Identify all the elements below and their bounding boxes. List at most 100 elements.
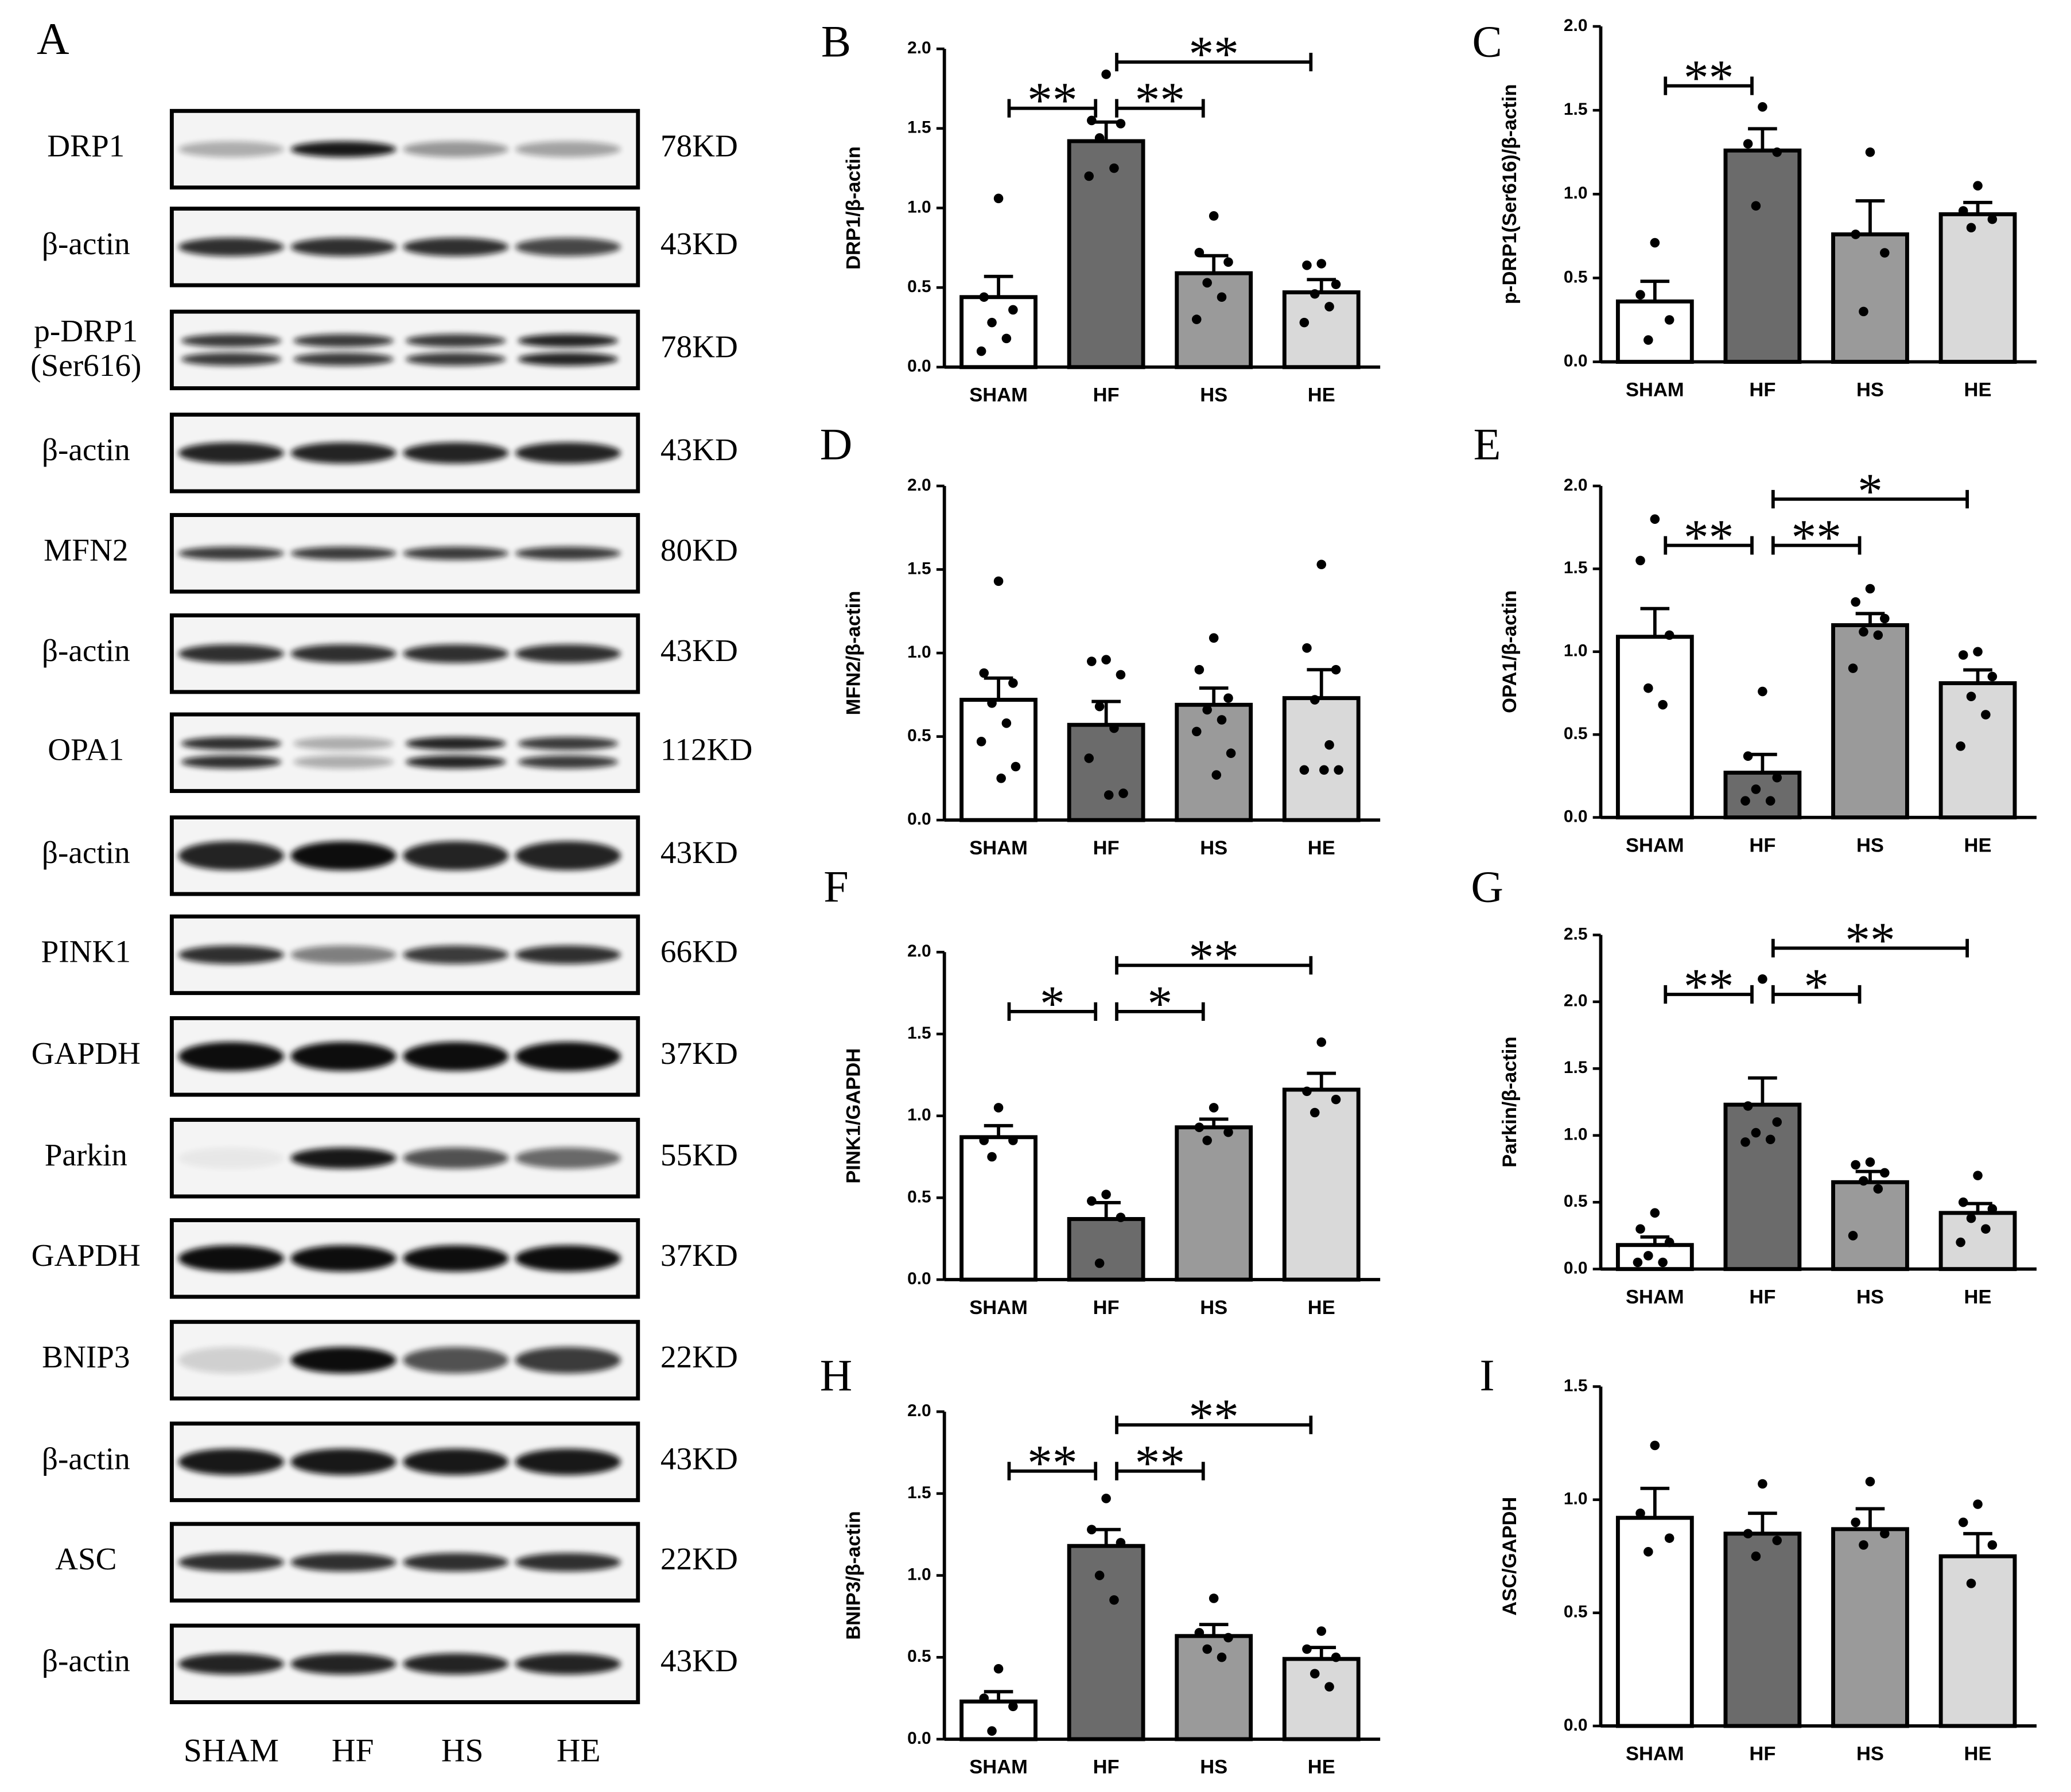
band — [403, 1653, 509, 1675]
data-point — [1643, 1547, 1653, 1557]
bar — [1723, 771, 1802, 820]
data-point — [1772, 1117, 1782, 1127]
data-point — [1087, 1196, 1097, 1206]
data-point — [996, 773, 1006, 783]
y-axis-label: p-DRP1(Ser616)/β-actin — [1499, 84, 1521, 305]
data-point — [1101, 1190, 1111, 1199]
band — [405, 352, 506, 366]
sig-label: ** — [1845, 912, 1895, 968]
data-point — [1958, 206, 1968, 216]
bar — [959, 1135, 1038, 1282]
data-point — [1302, 1086, 1312, 1097]
y-tick-label: 1.0 — [907, 1106, 931, 1125]
y-tick-label: 2.0 — [907, 942, 931, 961]
y-tick-label: 2.0 — [1564, 476, 1588, 495]
y-tick-label: 1.5 — [1564, 1376, 1588, 1395]
data-point — [1194, 664, 1204, 675]
data-point — [1109, 1595, 1119, 1605]
band — [178, 546, 285, 560]
band — [518, 334, 619, 348]
data-point — [1194, 247, 1204, 258]
bar — [1938, 1211, 2017, 1272]
data-point — [1658, 699, 1668, 710]
band — [518, 352, 619, 366]
sig-label: * — [1858, 463, 1883, 519]
data-point — [1987, 671, 1998, 682]
data-point — [1865, 1476, 1875, 1487]
data-point — [1310, 1669, 1320, 1679]
size-label: 37KD — [660, 1036, 738, 1071]
data-point — [1223, 1632, 1233, 1643]
data-point — [1981, 710, 1991, 720]
sig-label: ** — [1684, 510, 1734, 565]
band — [518, 755, 619, 769]
x-tick-label: SHAM — [1626, 1286, 1684, 1308]
protein-label: Parkin — [45, 1137, 127, 1172]
data-point — [1101, 69, 1111, 79]
x-tick-label: HE — [1308, 384, 1335, 406]
band — [515, 1347, 621, 1374]
data-point — [1001, 718, 1012, 728]
data-point — [1859, 306, 1868, 317]
data-point — [1217, 292, 1227, 302]
y-tick-label: 2.0 — [907, 1401, 931, 1420]
data-point — [1758, 1479, 1767, 1489]
data-point — [1772, 1536, 1782, 1545]
data-point — [987, 1726, 997, 1736]
protein-label: β-actin — [42, 835, 130, 870]
data-point — [1331, 1094, 1341, 1105]
data-point — [1217, 715, 1227, 725]
data-point — [1008, 678, 1018, 688]
band — [290, 841, 397, 870]
x-tick-label: HF — [1093, 1297, 1120, 1319]
band — [290, 1041, 397, 1071]
data-point — [1324, 302, 1334, 312]
data-point — [1202, 705, 1212, 715]
data-point — [1664, 1237, 1674, 1247]
panel-label: C — [1472, 17, 1502, 67]
band — [178, 1653, 285, 1675]
band — [290, 1245, 397, 1272]
data-point — [1008, 1136, 1018, 1145]
data-point — [1319, 765, 1329, 775]
data-point — [1299, 765, 1310, 775]
band — [178, 238, 285, 256]
data-point — [1209, 211, 1219, 221]
band — [403, 238, 509, 256]
y-tick-label: 0.0 — [1564, 807, 1588, 826]
data-point — [1116, 670, 1126, 680]
data-point — [1966, 223, 1976, 233]
band — [403, 1041, 509, 1071]
data-point — [1209, 1593, 1219, 1603]
data-point — [1973, 1499, 1983, 1509]
x-tick-label: HS — [1200, 1756, 1227, 1778]
band — [290, 1347, 397, 1374]
x-tick-label: HS — [1200, 1297, 1227, 1319]
data-point — [1226, 748, 1236, 759]
band — [403, 1448, 509, 1475]
data-point — [1104, 790, 1114, 800]
y-tick-label: 0.0 — [907, 357, 931, 376]
y-axis-label: PINK1/GAPDH — [842, 1048, 864, 1184]
data-point — [987, 1152, 997, 1162]
band — [181, 334, 282, 348]
band — [515, 945, 621, 965]
x-tick-label: HS — [1200, 837, 1227, 859]
data-point — [1101, 1494, 1111, 1503]
panel-label: B — [821, 17, 851, 67]
band — [178, 141, 285, 157]
band — [403, 442, 509, 464]
y-axis-label: OPA1/β-actin — [1499, 590, 1521, 713]
data-point — [1751, 1551, 1761, 1561]
size-label: 43KD — [660, 1643, 738, 1678]
band — [290, 238, 397, 256]
bar — [1831, 1180, 1909, 1272]
band — [178, 1041, 285, 1071]
band — [405, 737, 506, 751]
y-tick-label: 2.0 — [907, 476, 931, 495]
panel-label: E — [1474, 419, 1501, 469]
data-point — [1633, 1257, 1643, 1268]
data-point — [979, 668, 989, 678]
data-point — [1664, 315, 1674, 325]
